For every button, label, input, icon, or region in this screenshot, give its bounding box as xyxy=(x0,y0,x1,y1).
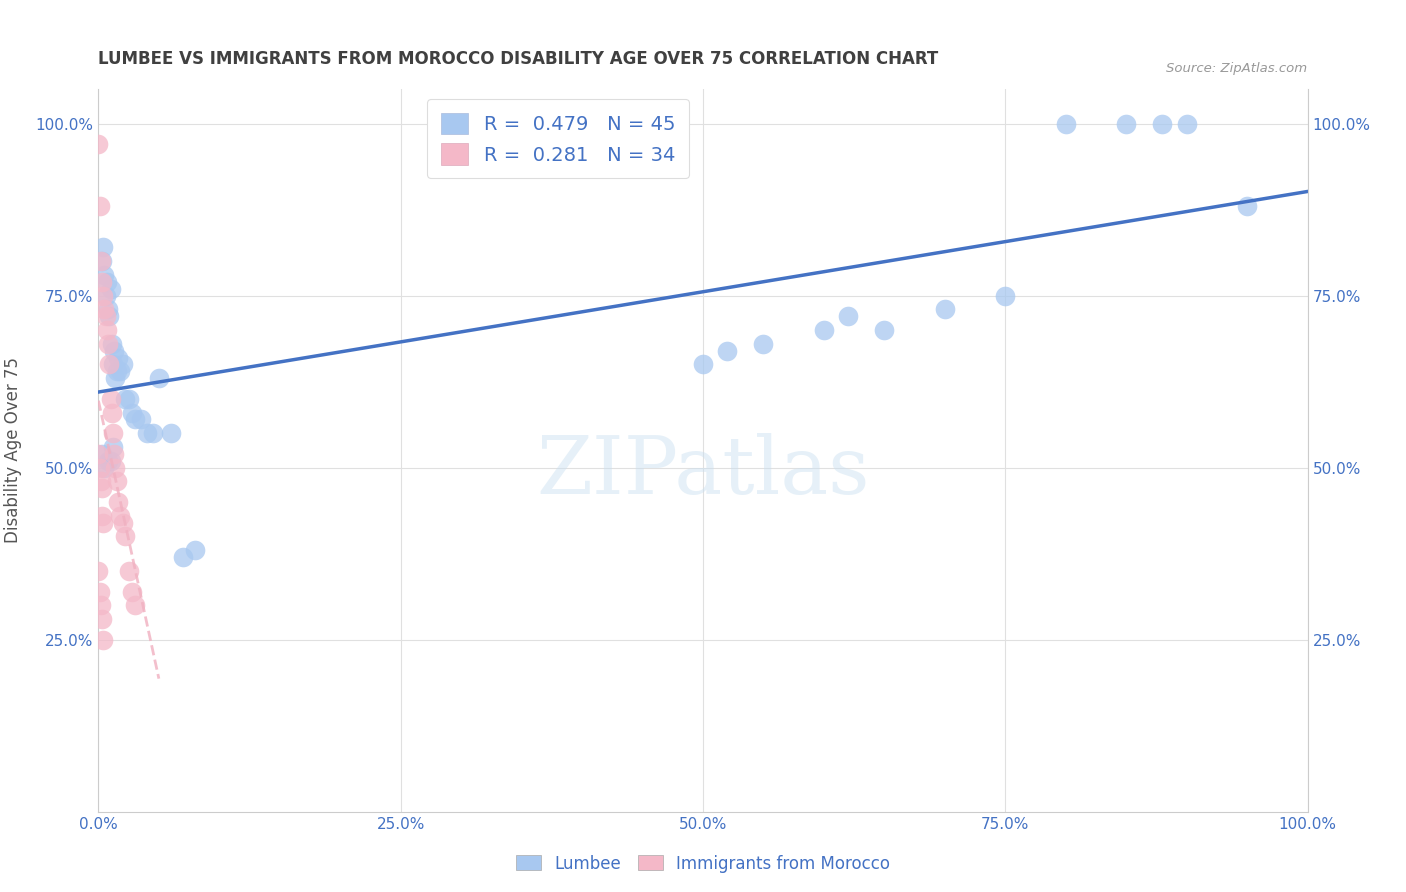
Point xyxy=(94,310,117,324)
Point xyxy=(96,275,118,289)
Point xyxy=(172,550,194,565)
Point xyxy=(97,336,120,351)
Point xyxy=(184,543,207,558)
Point xyxy=(148,371,170,385)
Point xyxy=(91,288,114,302)
Point xyxy=(108,364,131,378)
Point xyxy=(100,406,122,420)
Point xyxy=(692,358,714,372)
Point xyxy=(91,516,114,530)
Point xyxy=(107,495,129,509)
Point xyxy=(1236,199,1258,213)
Point xyxy=(101,426,124,441)
Point xyxy=(103,447,125,461)
Point xyxy=(107,351,129,365)
Point xyxy=(118,392,141,406)
Point xyxy=(934,302,956,317)
Point xyxy=(813,323,835,337)
Point xyxy=(97,454,120,468)
Point xyxy=(121,584,143,599)
Point xyxy=(103,343,125,358)
Point xyxy=(87,137,110,152)
Point xyxy=(716,343,738,358)
Point xyxy=(98,358,121,372)
Point xyxy=(114,392,136,406)
Point xyxy=(91,254,114,268)
Text: LUMBEE VS IMMIGRANTS FROM MOROCCO DISABILITY AGE OVER 75 CORRELATION CHART: LUMBEE VS IMMIGRANTS FROM MOROCCO DISABI… xyxy=(98,50,939,68)
Point xyxy=(104,371,127,385)
Point xyxy=(90,475,112,489)
Point xyxy=(89,584,111,599)
Point xyxy=(91,447,114,461)
Point xyxy=(87,564,110,578)
Point xyxy=(91,275,114,289)
Point xyxy=(105,364,128,378)
Point xyxy=(124,599,146,613)
Point xyxy=(100,454,122,468)
Point xyxy=(96,323,118,337)
Point xyxy=(101,358,124,372)
Point xyxy=(1115,117,1137,131)
Point xyxy=(90,599,112,613)
Legend: Lumbee, Immigrants from Morocco: Lumbee, Immigrants from Morocco xyxy=(509,848,897,880)
Point xyxy=(105,475,128,489)
Point xyxy=(111,516,134,530)
Point xyxy=(93,460,115,475)
Point xyxy=(1175,117,1198,131)
Point xyxy=(89,199,111,213)
Point xyxy=(100,282,122,296)
Point xyxy=(873,323,896,337)
Point xyxy=(114,529,136,543)
Point xyxy=(91,481,114,495)
Point xyxy=(91,240,114,254)
Point xyxy=(94,288,117,302)
Point xyxy=(108,508,131,523)
Point xyxy=(994,288,1017,302)
Point xyxy=(1152,117,1174,131)
Point xyxy=(89,460,111,475)
Text: ZIPatlas: ZIPatlas xyxy=(536,434,870,511)
Point xyxy=(142,426,165,441)
Point xyxy=(1054,117,1077,131)
Point xyxy=(97,302,120,317)
Point xyxy=(91,632,114,647)
Y-axis label: Disability Age Over 75: Disability Age Over 75 xyxy=(4,358,21,543)
Point xyxy=(91,612,114,626)
Point xyxy=(104,460,127,475)
Point xyxy=(93,302,115,317)
Point xyxy=(160,426,183,441)
Point xyxy=(837,310,859,324)
Text: Source: ZipAtlas.com: Source: ZipAtlas.com xyxy=(1167,62,1308,75)
Point xyxy=(100,336,122,351)
Point xyxy=(118,564,141,578)
Point xyxy=(100,392,122,406)
Legend: R =  0.479   N = 45, R =  0.281   N = 34: R = 0.479 N = 45, R = 0.281 N = 34 xyxy=(427,99,689,178)
Point xyxy=(87,447,110,461)
Point xyxy=(98,310,121,324)
Point xyxy=(111,358,134,372)
Point xyxy=(93,268,115,282)
Point xyxy=(121,406,143,420)
Point xyxy=(752,336,775,351)
Point xyxy=(90,254,112,268)
Point xyxy=(91,508,114,523)
Point xyxy=(124,412,146,426)
Point xyxy=(135,426,157,441)
Point xyxy=(129,412,152,426)
Point xyxy=(101,440,124,454)
